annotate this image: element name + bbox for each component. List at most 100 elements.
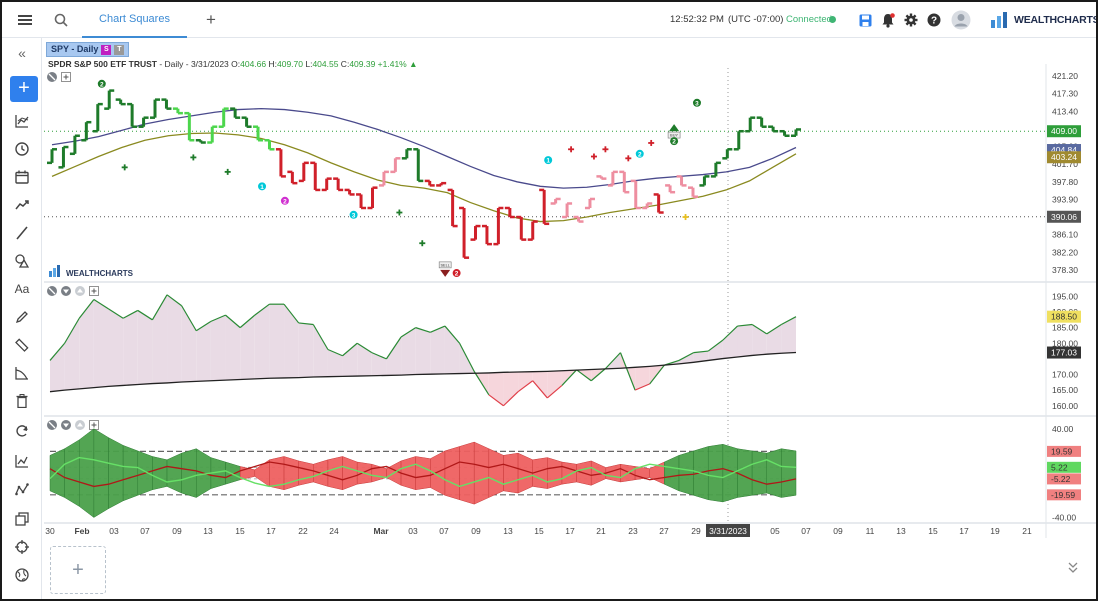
ind2-envelope (678, 450, 694, 496)
high-label: H: (266, 59, 277, 69)
wealthcharts-logo-icon (990, 10, 1010, 30)
signal-count-label: 2 (638, 151, 642, 158)
chevron-down-icon[interactable] (1066, 560, 1082, 576)
ind1-osc-segment (590, 367, 607, 382)
text-tool-icon[interactable]: Aa (14, 282, 30, 296)
ind1-fill (93, 299, 109, 388)
signal-count-marker (258, 182, 267, 191)
user-avatar-icon[interactable] (950, 9, 972, 31)
connection-status: Connected (786, 14, 832, 25)
ind1-osc-segment (561, 369, 578, 386)
x-tick-label: 21 (596, 526, 606, 536)
x-tick-label: 17 (266, 526, 276, 536)
ind2-envelope (444, 446, 460, 501)
price-square (310, 161, 321, 192)
x-tick-label: 15 (235, 526, 245, 536)
price-square (642, 202, 653, 210)
ind1-osc-segment (49, 342, 66, 361)
history-icon[interactable] (13, 140, 31, 158)
clock: 12:52:32 PM (670, 14, 724, 25)
globe-icon[interactable] (13, 566, 31, 584)
settings-s-icon[interactable]: S (101, 44, 112, 55)
ind1-tick-label: 185.00 (1052, 323, 1078, 333)
ind2-envelope (707, 443, 724, 503)
signal-count-marker (544, 156, 553, 165)
save-icon[interactable] (856, 11, 874, 29)
ind2-envelope (225, 461, 241, 485)
timezone[interactable]: (UTC -07:00) (728, 14, 784, 25)
ind1-osc-segment (619, 352, 636, 391)
refresh-icon[interactable] (13, 422, 31, 440)
chart-area[interactable]: 21232SELL12BUY23421.20417.30413.40405.60… (44, 40, 1096, 542)
symbol-badge[interactable]: SPY - Daily S T (46, 42, 130, 57)
x-tick-label: 29 (691, 526, 701, 536)
ind2-envelope (298, 460, 314, 486)
ma-fast-line (51, 107, 797, 189)
ind1-osc-segment (283, 303, 300, 324)
tab-chart-squares[interactable]: Chart Squares (82, 2, 187, 38)
price-square (81, 120, 92, 142)
signal-count-marker (452, 269, 461, 278)
price-square (104, 89, 115, 110)
open-value: 404.66 (240, 59, 267, 69)
ind1-fill (137, 310, 153, 385)
x-tick-label: 03 (408, 526, 418, 536)
ind1-osc-segment (385, 336, 402, 360)
price-square (665, 184, 676, 194)
ind2-envelope (342, 456, 358, 491)
search-icon[interactable] (52, 11, 70, 29)
add-pane-button[interactable]: + (50, 546, 106, 594)
ind1-fill (313, 324, 328, 377)
ind1-fill (196, 321, 211, 382)
close-label: C: (338, 59, 350, 69)
price-tag-label: 390.06 (1051, 212, 1077, 222)
alerts-icon[interactable] (879, 11, 897, 29)
ind2-envelope (561, 461, 577, 485)
ind1-fill (79, 299, 94, 389)
move-up-icon-arrow (77, 288, 83, 293)
add-icon[interactable]: + (10, 76, 38, 102)
price-square (470, 224, 481, 241)
fib-icon[interactable] (13, 364, 31, 382)
crosshair-icon[interactable] (13, 538, 31, 556)
trash-icon[interactable] (13, 392, 31, 410)
ind2-tick-label: -40.00 (1052, 512, 1076, 522)
price-square (493, 206, 504, 246)
price-tick-label: 421.20 (1052, 71, 1078, 81)
template-t-icon[interactable]: T (114, 44, 125, 55)
calendar-icon[interactable] (13, 168, 31, 186)
ind2-envelope (737, 448, 753, 498)
menu-icon[interactable] (16, 11, 34, 29)
ind2-envelope (766, 448, 782, 498)
price-square (150, 98, 161, 119)
high-value: 409.70 (276, 59, 303, 69)
price-square (69, 134, 80, 156)
price-square (733, 129, 744, 151)
ind1-osc-segment (239, 314, 256, 329)
price-square (207, 125, 218, 144)
add-tab-button[interactable]: + (206, 10, 216, 29)
measure-icon[interactable] (13, 336, 31, 354)
line-tool-icon[interactable] (13, 224, 31, 242)
trend-icon[interactable] (13, 196, 31, 214)
wealthcharts-watermark (49, 265, 60, 277)
ind1-value-tag (1047, 346, 1081, 359)
pencil-icon[interactable] (13, 308, 31, 326)
ind1-fill (547, 370, 562, 398)
ind1-osc-segment (151, 294, 168, 321)
x-tick-label: 15 (534, 526, 544, 536)
ind1-osc-segment (444, 325, 461, 344)
collapse-sidebar-icon[interactable]: « (18, 45, 26, 61)
help-icon[interactable]: ? (925, 11, 943, 29)
chart-type-icon[interactable] (13, 452, 31, 470)
copy-icon[interactable] (13, 510, 31, 528)
settings-icon[interactable] (902, 11, 920, 29)
shapes-icon[interactable] (13, 252, 31, 270)
ind1-fill (167, 294, 182, 383)
indicators-icon[interactable] (13, 112, 31, 130)
x-tick-label: Feb (74, 526, 89, 536)
price-tick-label: 401.70 (1052, 159, 1078, 169)
signals-icon[interactable] (13, 480, 31, 498)
chart-canvas[interactable]: 21232SELL12BUY23421.20417.30413.40405.60… (44, 40, 1096, 542)
price-square (447, 188, 458, 228)
